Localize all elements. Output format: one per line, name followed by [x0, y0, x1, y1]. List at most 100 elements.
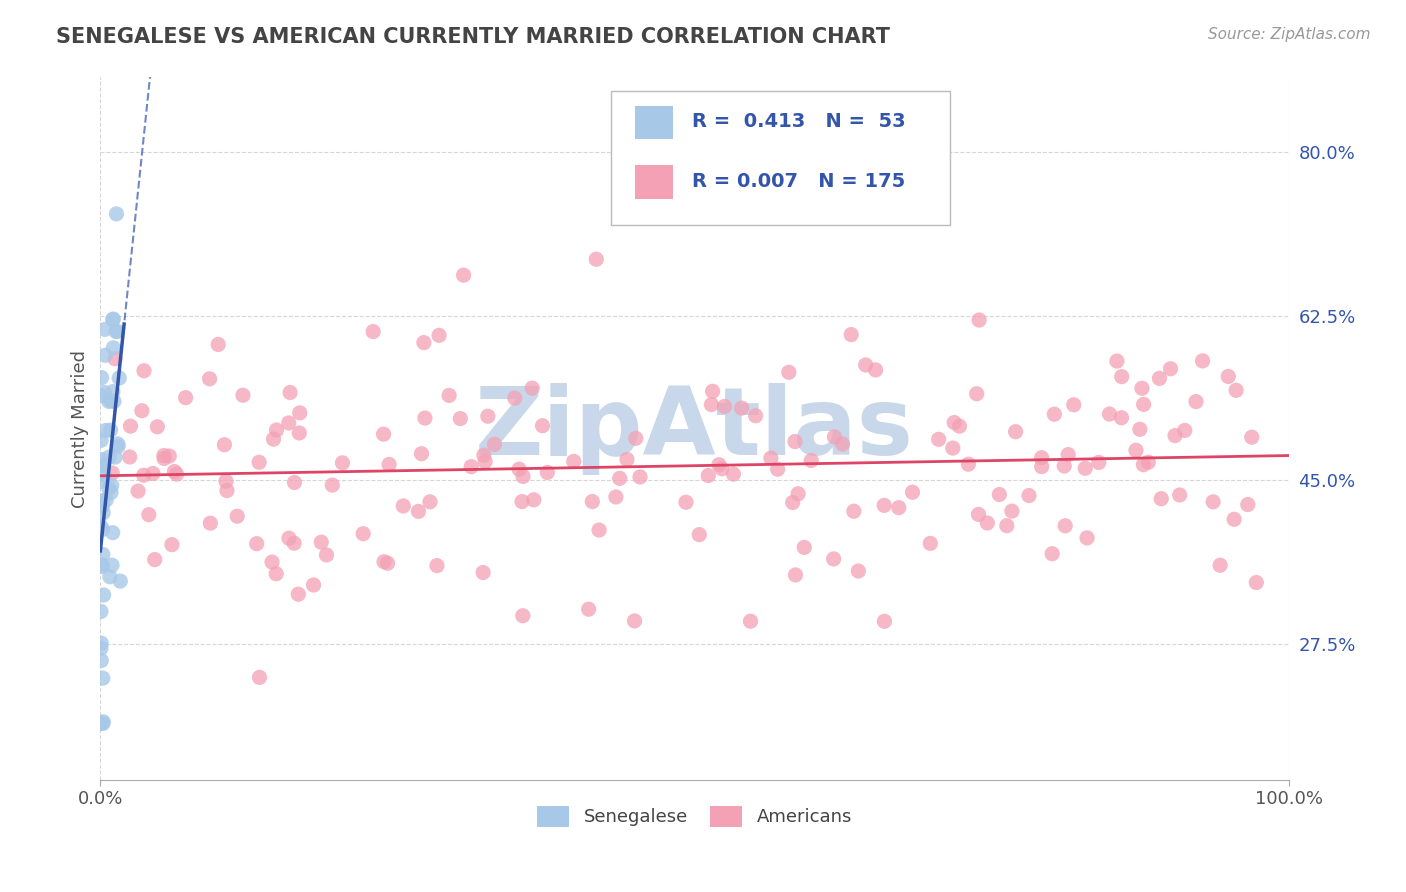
Point — [163, 465, 186, 479]
Point — [782, 495, 804, 509]
Point — [97, 394, 120, 409]
Point — [628, 470, 651, 484]
Point — [100, 485, 122, 500]
Point — [263, 432, 285, 446]
Point — [609, 471, 631, 485]
Point — [104, 450, 127, 464]
Point — [585, 252, 607, 267]
Point — [1150, 491, 1173, 506]
Text: SENEGALESE VS AMERICAN CURRENTLY MARRIED CORRELATION CHART: SENEGALESE VS AMERICAN CURRENTLY MARRIED… — [56, 27, 890, 46]
Point — [90, 636, 112, 650]
Point — [110, 574, 132, 588]
Point — [232, 388, 254, 402]
Point — [100, 394, 122, 409]
Point — [215, 483, 238, 498]
Point — [93, 588, 115, 602]
Bar — [636, 105, 673, 139]
Point — [373, 427, 395, 442]
Point — [302, 578, 325, 592]
Point — [472, 566, 495, 580]
Point — [226, 509, 249, 524]
Point — [1043, 407, 1066, 421]
Point — [287, 587, 309, 601]
Point — [472, 448, 495, 462]
Point — [976, 516, 998, 530]
Point — [105, 325, 128, 339]
Point — [94, 348, 117, 362]
Point — [426, 558, 449, 573]
Point — [96, 493, 118, 508]
Point — [143, 552, 166, 566]
Point — [91, 506, 114, 520]
Point — [174, 391, 197, 405]
Point — [1098, 407, 1121, 421]
Point — [260, 555, 283, 569]
Bar — [636, 165, 673, 199]
Point — [578, 602, 600, 616]
Point — [855, 358, 877, 372]
Point — [520, 381, 543, 395]
Point — [783, 434, 806, 449]
Point — [474, 454, 496, 468]
Point — [408, 504, 430, 518]
Point — [132, 364, 155, 378]
Point — [107, 437, 129, 451]
Point — [315, 548, 337, 562]
Point — [101, 312, 124, 326]
Point — [1074, 461, 1097, 475]
Point — [995, 518, 1018, 533]
Point — [477, 409, 499, 424]
Point — [967, 508, 990, 522]
Point — [91, 559, 114, 574]
Point — [207, 337, 229, 351]
Point — [1111, 410, 1133, 425]
Point — [1105, 354, 1128, 368]
Point — [373, 555, 395, 569]
Point — [1031, 459, 1053, 474]
Point — [588, 523, 610, 537]
Point — [766, 462, 789, 476]
Point — [166, 467, 188, 482]
Point — [100, 423, 122, 437]
Point — [988, 487, 1011, 501]
Point — [453, 268, 475, 282]
Point — [831, 437, 853, 451]
Point — [1054, 518, 1077, 533]
Point — [503, 391, 526, 405]
Point — [484, 437, 506, 451]
Point — [449, 411, 471, 425]
Point — [1185, 394, 1208, 409]
Point — [107, 325, 129, 339]
Point — [277, 416, 299, 430]
Point — [91, 458, 114, 472]
Point — [1160, 361, 1182, 376]
Point — [437, 388, 460, 402]
Point — [1209, 558, 1232, 573]
Point — [157, 449, 180, 463]
Point — [942, 441, 965, 455]
Point — [1223, 512, 1246, 526]
Point — [707, 458, 730, 472]
Legend: Senegalese, Americans: Senegalese, Americans — [530, 798, 859, 834]
Point — [98, 450, 121, 465]
Point — [288, 406, 311, 420]
Point — [377, 556, 399, 570]
Point — [920, 536, 942, 550]
Point — [200, 516, 222, 531]
Point — [846, 564, 869, 578]
Point — [91, 558, 114, 572]
Point — [865, 363, 887, 377]
Point — [332, 456, 354, 470]
Point — [138, 508, 160, 522]
Point — [94, 424, 117, 438]
Point — [1125, 443, 1147, 458]
Point — [1063, 398, 1085, 412]
Point — [361, 325, 384, 339]
Point — [688, 527, 710, 541]
Point — [740, 614, 762, 628]
Point — [1111, 369, 1133, 384]
Point — [412, 335, 434, 350]
Point — [523, 492, 546, 507]
Point — [101, 384, 124, 399]
Point — [103, 394, 125, 409]
